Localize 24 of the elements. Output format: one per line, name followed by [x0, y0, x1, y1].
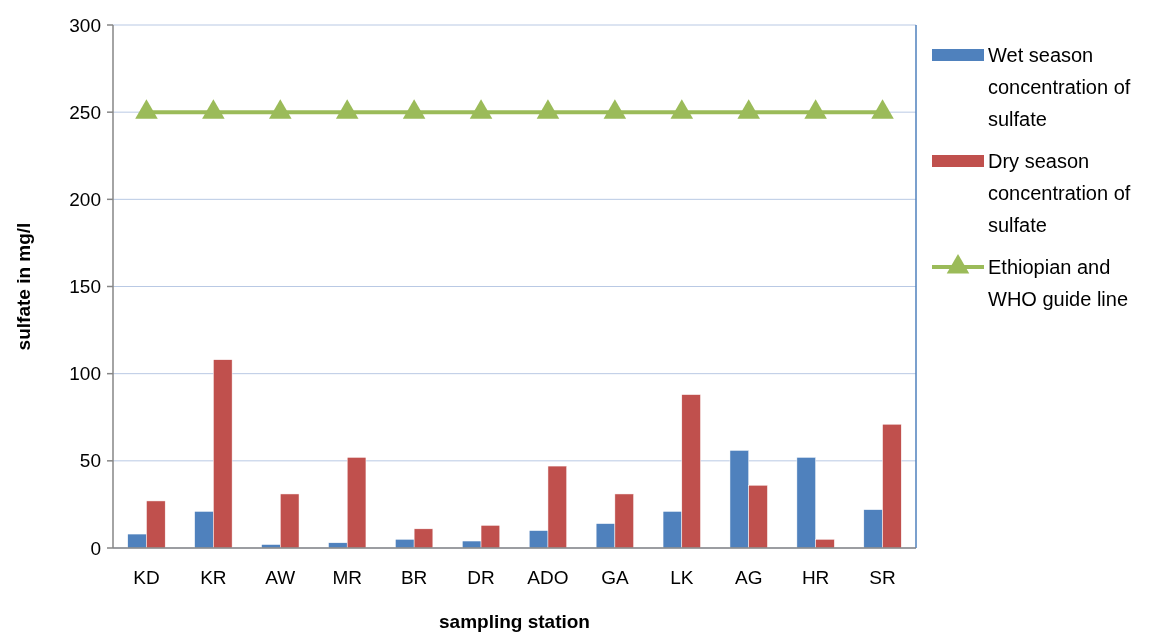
x-tick-label: BR: [400, 567, 428, 588]
x-tick-label: MR: [332, 567, 362, 588]
x-tick-label: HR: [801, 567, 830, 588]
x-axis-title: sampling station: [439, 611, 590, 632]
legend-label: Dry season concentration of sulfate: [988, 150, 1131, 236]
x-tick-label: KD: [133, 567, 160, 588]
x-tick-label: KR: [200, 567, 227, 588]
legend-label: Ethiopian and WHO guide line: [988, 256, 1129, 310]
y-tick-label: 250: [69, 101, 101, 123]
x-tick-label: AW: [265, 567, 296, 588]
legend-label: Wet season concentration of sulfate: [988, 44, 1131, 130]
y-axis-title: sulfate in mg/l: [13, 222, 34, 351]
y-tick-label: 150: [69, 276, 101, 298]
y-tick-label: 0: [90, 537, 101, 559]
x-tick-label: LK: [670, 567, 694, 588]
y-tick-label: 100: [69, 363, 101, 385]
y-tick-label: 200: [69, 188, 101, 210]
x-tick-label: GA: [601, 567, 629, 588]
x-tick-label: ADO: [527, 567, 569, 588]
y-tick-label: 300: [69, 14, 101, 36]
x-tick-label: SR: [869, 567, 896, 588]
x-tick-label: DR: [467, 567, 495, 588]
x-tick-label: AG: [734, 567, 763, 588]
y-tick-label: 50: [79, 450, 101, 472]
